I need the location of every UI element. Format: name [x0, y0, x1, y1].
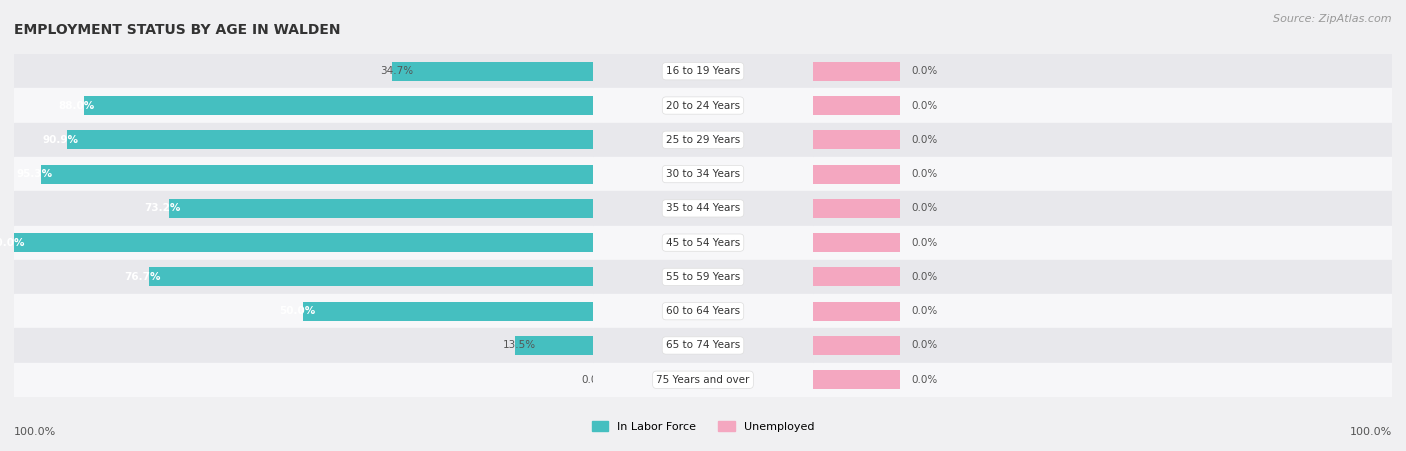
Bar [593, 363, 813, 397]
Bar [813, 370, 900, 389]
Text: 0.0%: 0.0% [581, 375, 607, 385]
Legend: In Labor Force, Unemployed: In Labor Force, Unemployed [588, 417, 818, 437]
Bar [593, 328, 813, 363]
Bar [813, 165, 900, 184]
Bar [813, 328, 1392, 363]
Bar [593, 88, 813, 123]
Bar [14, 157, 593, 191]
Bar [813, 260, 1392, 294]
Text: 0.0%: 0.0% [911, 306, 938, 316]
Text: 100.0%: 100.0% [1350, 428, 1392, 437]
Text: 34.7%: 34.7% [381, 66, 413, 76]
Bar [14, 123, 593, 157]
Bar [14, 88, 593, 123]
Bar [14, 260, 593, 294]
Text: 50.0%: 50.0% [278, 306, 315, 316]
Bar [813, 302, 900, 321]
Bar [593, 260, 813, 294]
Text: 0.0%: 0.0% [911, 203, 938, 213]
Bar [14, 328, 593, 363]
Text: 0.0%: 0.0% [911, 375, 938, 385]
Bar [813, 96, 900, 115]
Bar [813, 123, 1392, 157]
Bar [813, 88, 1392, 123]
Bar [66, 130, 593, 149]
Text: 88.0%: 88.0% [59, 101, 96, 110]
Bar [83, 96, 593, 115]
Bar [14, 294, 593, 328]
Text: 76.7%: 76.7% [124, 272, 160, 282]
Text: 95.3%: 95.3% [17, 169, 53, 179]
Text: 73.2%: 73.2% [145, 203, 181, 213]
Bar [593, 191, 813, 226]
Text: 0.0%: 0.0% [911, 238, 938, 248]
Bar [813, 191, 1392, 226]
Bar [14, 191, 593, 226]
Text: 65 to 74 Years: 65 to 74 Years [666, 341, 740, 350]
Text: 45 to 54 Years: 45 to 54 Years [666, 238, 740, 248]
Text: 75 Years and over: 75 Years and over [657, 375, 749, 385]
Bar [14, 233, 593, 252]
Bar [813, 226, 1392, 260]
Bar [813, 363, 1392, 397]
Bar [813, 199, 900, 218]
Text: 90.9%: 90.9% [42, 135, 79, 145]
Text: 0.0%: 0.0% [911, 169, 938, 179]
Text: 30 to 34 Years: 30 to 34 Years [666, 169, 740, 179]
Text: 55 to 59 Years: 55 to 59 Years [666, 272, 740, 282]
Text: 0.0%: 0.0% [911, 341, 938, 350]
Bar [593, 123, 813, 157]
Bar [14, 226, 593, 260]
Bar [304, 302, 593, 321]
Bar [41, 165, 593, 184]
Bar [392, 62, 593, 81]
Text: 0.0%: 0.0% [911, 135, 938, 145]
Text: 20 to 24 Years: 20 to 24 Years [666, 101, 740, 110]
Text: 25 to 29 Years: 25 to 29 Years [666, 135, 740, 145]
Text: 0.0%: 0.0% [911, 66, 938, 76]
Bar [813, 130, 900, 149]
Text: 13.5%: 13.5% [503, 341, 536, 350]
Bar [813, 62, 900, 81]
Bar [593, 157, 813, 191]
Text: 16 to 19 Years: 16 to 19 Years [666, 66, 740, 76]
Bar [169, 199, 593, 218]
Text: 35 to 44 Years: 35 to 44 Years [666, 203, 740, 213]
Text: 0.0%: 0.0% [911, 272, 938, 282]
Bar [593, 294, 813, 328]
Text: 0.0%: 0.0% [911, 101, 938, 110]
Text: EMPLOYMENT STATUS BY AGE IN WALDEN: EMPLOYMENT STATUS BY AGE IN WALDEN [14, 23, 340, 37]
Text: 100.0%: 100.0% [0, 238, 25, 248]
Text: 60 to 64 Years: 60 to 64 Years [666, 306, 740, 316]
Bar [149, 267, 593, 286]
Bar [813, 336, 900, 355]
Bar [813, 157, 1392, 191]
Text: 100.0%: 100.0% [14, 428, 56, 437]
Bar [813, 233, 900, 252]
Text: Source: ZipAtlas.com: Source: ZipAtlas.com [1274, 14, 1392, 23]
Bar [593, 226, 813, 260]
Bar [593, 54, 813, 88]
Bar [14, 363, 593, 397]
Bar [813, 294, 1392, 328]
Bar [813, 267, 900, 286]
Bar [14, 54, 593, 88]
Bar [515, 336, 593, 355]
Bar [813, 54, 1392, 88]
